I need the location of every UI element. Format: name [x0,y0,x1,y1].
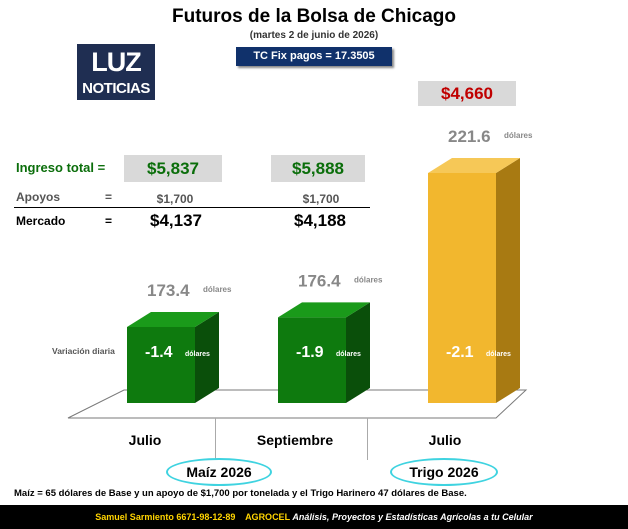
category-label-1: Septiembre [256,432,334,448]
footer-phone: 6671-98-12-89 [176,512,236,522]
category-divider [215,418,216,460]
mercado-label: Mercado [16,214,66,228]
footer-name: Samuel Sarmiento [95,512,174,522]
bar-side-face [195,312,219,403]
bar-0: 173.4 dólares -1.4 dólares [127,281,232,403]
bar-1: 176.4 dólares -1.9 dólares [278,271,383,403]
footer-tagline: Análisis, Proyectos y Estadísticas Agríc… [292,512,533,522]
apoyos-equals: = [105,190,113,204]
category-divider [367,418,368,460]
variacion-diaria-label: Variación diaria [52,346,115,356]
apoyos-label: Apoyos [16,190,61,204]
maiz-sept-ingreso: $5,888 [271,155,365,182]
group-trigo-oval: Trigo 2026 [390,458,498,486]
daily-change-unit: dólares [486,351,511,358]
ingreso-total-label: Ingreso total = [16,160,106,175]
daily-change-label: -1.9 [296,344,324,361]
bar-2: 221.6 dólares -2.1 dólares [428,127,533,403]
bar-top-face [127,312,219,327]
bar-side-face [496,158,520,403]
mercado-equals: = [105,214,113,228]
bar-front-face [428,173,496,403]
maiz-sept-apoyo: $1,700 [302,192,340,206]
bar-unit-label: dólares [354,275,383,284]
bar-value-label: 173.4 [147,281,190,300]
daily-change-unit: dólares [185,351,210,358]
page-subtitle: (martes 2 de junio de 2026) [249,30,379,41]
category-label-2: Julio [428,432,462,448]
bar-side-face [346,302,370,403]
maiz-sept-mercado: $4,188 [294,211,346,230]
luz-noticias-logo: LUZ NOTICIAS [77,44,155,100]
footer-bar: Samuel Sarmiento 6671-98-12-89 AGROCEL A… [0,505,628,529]
maiz-julio-ingreso: $5,837 [124,155,222,182]
bar-front-face [127,327,195,403]
exchange-rate-badge: TC Fix pagos = 17.3505 [236,47,392,66]
logo-top-text: LUZ [91,47,141,77]
bar-top-face [428,158,520,173]
logo-bottom-text: NOTICIAS [82,80,150,97]
bar-front-face [278,317,346,403]
daily-change-label: -2.1 [446,344,474,361]
category-label-0: Julio [128,432,162,448]
daily-change-label: -1.4 [145,344,173,361]
maiz-julio-apoyo: $1,700 [156,192,194,206]
group-maiz-oval: Maíz 2026 [166,458,272,486]
daily-change-unit: dólares [336,351,361,358]
divider-line [14,207,370,208]
maiz-julio-mercado: $4,137 [150,211,202,230]
bar-value-label: 221.6 [448,127,491,146]
bar-unit-label: dólares [203,285,232,294]
footer-brand: AGROCEL [245,512,290,522]
bar-unit-label: dólares [504,131,533,140]
bar-top-face [278,302,370,318]
footnote: Maíz = 65 dólares de Base y un apoyo de … [14,488,467,499]
trigo-ingreso-value: $4,660 [418,81,516,106]
page-title: Futuros de la Bolsa de Chicago [172,6,456,27]
bar-value-label: 176.4 [298,271,341,290]
